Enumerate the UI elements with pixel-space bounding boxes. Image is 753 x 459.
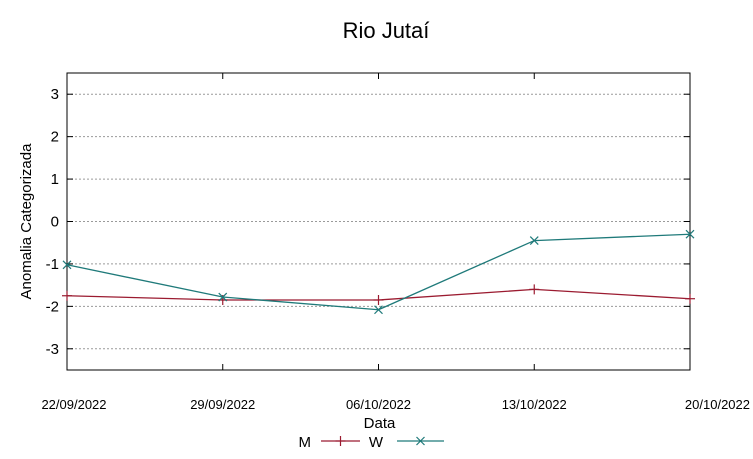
data-point-W <box>529 236 539 246</box>
series-layer <box>62 229 695 315</box>
chart-title: Rio Jutaí <box>343 18 430 43</box>
x-tick-label: 13/10/2022 <box>502 397 567 412</box>
legend-item-M: M <box>299 434 360 451</box>
y-tick-label: 3 <box>51 86 59 103</box>
y-tick-label: 1 <box>51 171 59 188</box>
data-point-W <box>62 260 72 270</box>
y-tick-label: -2 <box>46 298 59 315</box>
data-point-W <box>218 292 228 302</box>
y-tick-label: -3 <box>46 341 59 358</box>
legend-item-W: W <box>369 434 444 451</box>
x-tick-label: 20/10/2022 <box>685 397 750 412</box>
y-tick-label: -1 <box>46 256 59 273</box>
x-axis-label: Data <box>364 415 396 432</box>
series-W <box>62 229 695 315</box>
y-axis-label: Anomalia Categorizada <box>18 143 35 300</box>
legend-label: W <box>369 434 384 451</box>
y-tick-label: 2 <box>51 129 59 146</box>
series-M <box>62 284 695 305</box>
x-tick-label: 29/09/2022 <box>190 397 255 412</box>
grid-lines <box>67 93 690 350</box>
data-point-W <box>374 305 383 315</box>
x-tick-label: 22/09/2022 <box>41 397 106 412</box>
x-axis: 22/09/2022 29/09/2022 06/10/2022 13/10/2022… <box>41 73 750 412</box>
legend-label: M <box>299 434 312 451</box>
data-point-W <box>685 229 695 239</box>
x-tick-label: 06/10/2022 <box>346 397 411 412</box>
legend-marker <box>416 436 425 446</box>
y-tick-label: 0 <box>51 214 59 231</box>
y-axis: 3 2 1 0 -1 -2 -3 <box>46 86 690 358</box>
